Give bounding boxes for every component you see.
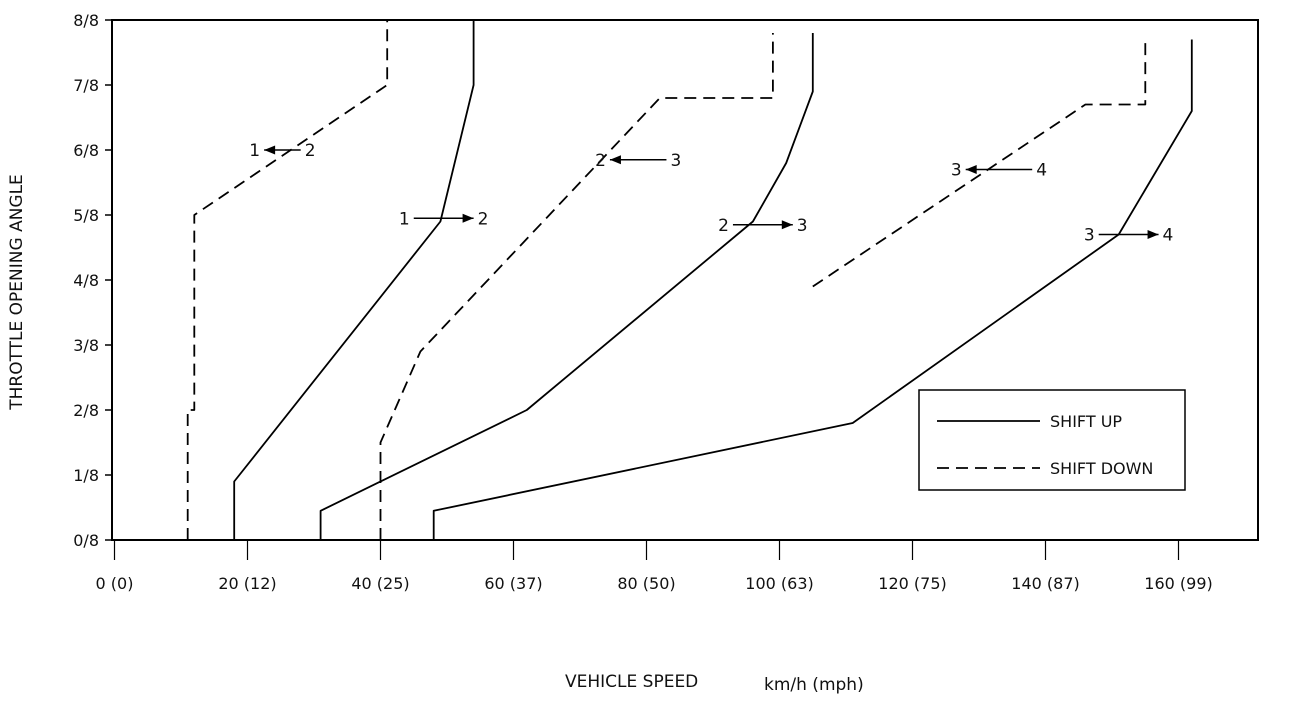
shift-arrow-head (781, 220, 793, 230)
shift-arrow-head (965, 165, 977, 174)
y-tick-label: 8/8 (73, 11, 99, 30)
gear-label: 3 (670, 151, 681, 171)
x-tick-label: 140 (87) (1011, 574, 1079, 593)
gear-label: 3 (797, 216, 808, 236)
shift-down-line (186, 20, 389, 540)
y-tick-label: 3/8 (73, 336, 99, 355)
y-tick-label: 7/8 (73, 76, 99, 95)
shift-arrow-head (462, 213, 474, 223)
legend-entry-label: SHIFT DOWN (1050, 459, 1153, 478)
x-axis-title: VEHICLE SPEED (565, 672, 698, 692)
y-tick-label: 4/8 (73, 271, 99, 290)
legend: SHIFT UP SHIFT DOWN (918, 389, 1186, 491)
x-axis-unit: km/h (mph) (764, 675, 864, 695)
gear-label: 4 (1163, 226, 1174, 246)
gear-label: 4 (1036, 161, 1047, 181)
gear-label: 2 (305, 141, 316, 161)
shift-arrow-head (1147, 230, 1159, 239)
y-tick-group: 0/8 1/8 2/8 3/8 4/8 5/8 6/8 7/8 8/8 (73, 11, 112, 550)
x-tick-label: 120 (75) (878, 574, 946, 593)
y-tick-label: 2/8 (73, 401, 99, 420)
shift-down-line (812, 39, 1147, 288)
x-tick-label: 160 (99) (1144, 574, 1212, 593)
gear-label: 2 (595, 151, 606, 171)
y-tick-label: 0/8 (73, 531, 99, 550)
x-tick-label: 0 (0) (96, 574, 134, 593)
x-tick-label: 40 (25) (351, 574, 409, 593)
shift-arrow-head (264, 145, 276, 155)
gear-label: 2 (478, 209, 489, 229)
shift-arrow-head (609, 155, 621, 165)
x-tick-label: 80 (50) (617, 574, 675, 593)
x-tick-label: 100 (63) (745, 574, 813, 593)
shift-up-line (319, 33, 814, 540)
gear-label: 2 (718, 216, 729, 236)
y-axis-title: THROTTLE OPENING ANGLE (7, 174, 27, 411)
gear-label: 3 (951, 161, 962, 181)
y-tick-label: 6/8 (73, 141, 99, 160)
annotation-group: 1 2 1 2 2 3 2 3 3 4 3 4 (249, 141, 1173, 246)
y-tick-label: 1/8 (73, 466, 99, 485)
gear-label: 1 (399, 209, 410, 229)
legend-entry-label: SHIFT UP (1050, 412, 1122, 431)
gear-label: 1 (249, 141, 260, 161)
shift-up-line (233, 20, 475, 540)
legend-box (918, 389, 1186, 491)
shift-up-line (432, 39, 1193, 540)
y-tick-label: 5/8 (73, 206, 99, 225)
x-tick-label: 20 (12) (218, 574, 276, 593)
shift-down-line (379, 33, 774, 540)
x-tick-label: 60 (37) (484, 574, 542, 593)
series-group (186, 20, 1193, 540)
x-tick-group: 0 (0) 20 (12) 40 (25) 60 (37) 80 (50) 100 (63… (96, 540, 1213, 593)
gear-label: 3 (1084, 226, 1095, 246)
